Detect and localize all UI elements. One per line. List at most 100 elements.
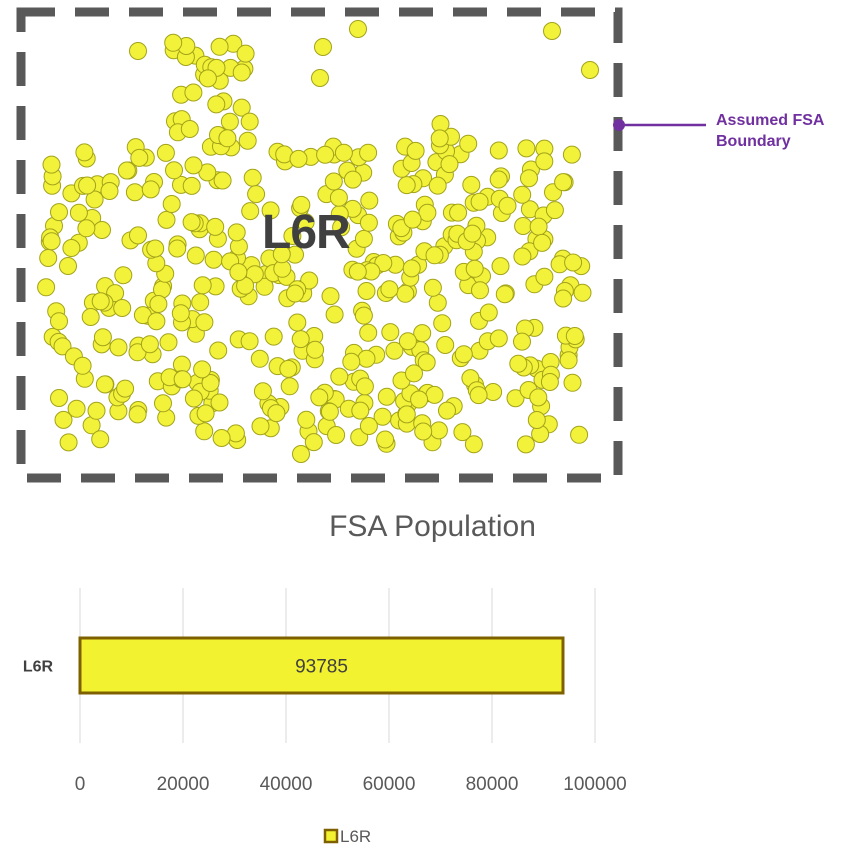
address-point bbox=[116, 379, 135, 398]
address-point bbox=[73, 356, 92, 375]
x-tick-label: 20000 bbox=[157, 774, 210, 795]
address-point bbox=[206, 217, 225, 236]
address-point bbox=[128, 405, 147, 424]
address-point bbox=[280, 377, 299, 396]
address-point bbox=[291, 330, 310, 349]
address-point bbox=[306, 340, 325, 359]
address-point bbox=[357, 349, 376, 368]
address-point bbox=[207, 95, 226, 114]
address-point bbox=[376, 430, 395, 449]
address-point bbox=[449, 203, 468, 222]
address-point bbox=[78, 176, 97, 195]
address-point bbox=[380, 280, 399, 299]
address-point bbox=[156, 143, 175, 162]
address-point bbox=[195, 313, 214, 332]
address-point bbox=[349, 20, 367, 38]
address-point bbox=[479, 303, 498, 322]
address-point bbox=[359, 213, 378, 232]
address-point bbox=[563, 373, 582, 392]
address-point bbox=[516, 435, 535, 454]
address-point bbox=[410, 390, 429, 409]
address-point bbox=[50, 203, 68, 222]
address-point bbox=[204, 250, 223, 269]
address-point bbox=[428, 293, 447, 312]
address-point bbox=[462, 175, 481, 194]
address-point bbox=[253, 382, 272, 401]
address-point bbox=[162, 195, 181, 213]
address-point bbox=[514, 217, 533, 235]
chart-title: FSA Population bbox=[329, 510, 536, 543]
address-point bbox=[520, 169, 538, 188]
address-point bbox=[286, 284, 304, 303]
address-point bbox=[267, 404, 286, 423]
fsa-map-label: L6R bbox=[262, 206, 351, 259]
address-point bbox=[288, 313, 307, 332]
address-point bbox=[182, 213, 201, 232]
address-point bbox=[184, 156, 203, 175]
fsa-map bbox=[16, 7, 706, 483]
address-point bbox=[463, 224, 482, 243]
address-point bbox=[292, 445, 310, 463]
address-point bbox=[171, 304, 190, 323]
address-point bbox=[425, 246, 444, 265]
address-point bbox=[238, 131, 257, 150]
address-point bbox=[77, 219, 96, 238]
address-point bbox=[325, 305, 344, 324]
address-point bbox=[554, 289, 573, 308]
address-point bbox=[75, 143, 94, 162]
address-point bbox=[100, 182, 119, 200]
address-point bbox=[251, 417, 270, 436]
address-point bbox=[42, 232, 61, 251]
address-point bbox=[414, 422, 433, 441]
address-point bbox=[236, 44, 255, 63]
address-point bbox=[465, 259, 484, 278]
address-point bbox=[423, 278, 442, 297]
address-point bbox=[509, 354, 528, 373]
address-point bbox=[261, 201, 280, 220]
address-point bbox=[402, 259, 421, 278]
address-point bbox=[529, 388, 548, 407]
address-point bbox=[125, 183, 144, 202]
address-point bbox=[310, 388, 329, 407]
address-point bbox=[484, 383, 503, 401]
x-tick-label: 60000 bbox=[363, 774, 416, 795]
address-point bbox=[471, 281, 489, 300]
address-point bbox=[535, 267, 554, 286]
address-point bbox=[241, 202, 260, 221]
address-point bbox=[489, 329, 508, 348]
address-point bbox=[191, 293, 210, 312]
address-point bbox=[141, 180, 160, 199]
address-point bbox=[59, 257, 77, 275]
address-point bbox=[360, 191, 379, 210]
address-point bbox=[146, 239, 165, 258]
address-point bbox=[559, 351, 578, 370]
address-point bbox=[543, 22, 561, 40]
address-point bbox=[157, 210, 176, 229]
address-point bbox=[348, 262, 367, 281]
address-point bbox=[279, 359, 298, 378]
x-tick-label: 40000 bbox=[260, 774, 313, 795]
address-point bbox=[232, 98, 251, 117]
address-point bbox=[320, 402, 339, 421]
address-point bbox=[535, 152, 554, 171]
address-point bbox=[436, 336, 455, 354]
x-tick-label: 80000 bbox=[466, 774, 519, 795]
address-point bbox=[59, 433, 78, 452]
fsa-map-panel: L6R Assumed FSA Boundary bbox=[16, 7, 824, 483]
address-point bbox=[93, 328, 112, 347]
address-point bbox=[453, 423, 472, 442]
address-point bbox=[428, 176, 447, 195]
address-point bbox=[292, 195, 311, 214]
address-point bbox=[210, 37, 229, 56]
address-point bbox=[351, 401, 370, 420]
address-point bbox=[489, 141, 508, 160]
address-point bbox=[210, 393, 229, 412]
address-point bbox=[469, 386, 488, 405]
legend-swatch bbox=[323, 828, 339, 844]
address-point bbox=[314, 38, 332, 56]
address-point bbox=[359, 143, 378, 162]
address-point bbox=[283, 227, 302, 245]
address-point bbox=[114, 266, 133, 285]
address-point bbox=[243, 168, 262, 187]
address-point bbox=[513, 185, 532, 204]
